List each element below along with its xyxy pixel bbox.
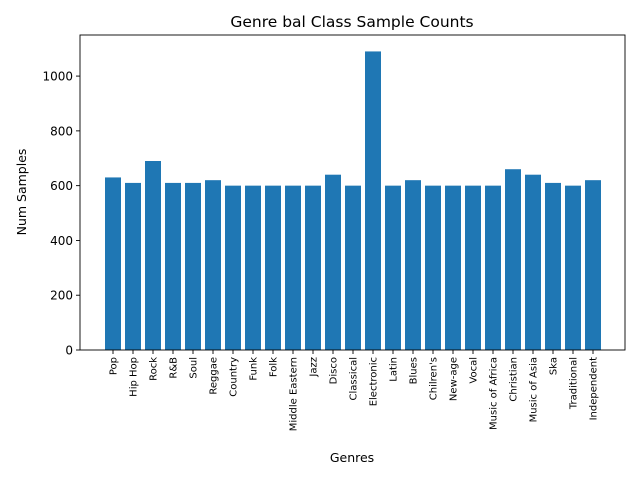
x-tick-label: Vocal [469,357,480,384]
bar-pop [105,177,121,350]
chart-title: Genre bal Class Sample Counts [230,13,473,31]
bar-rock [145,161,161,350]
x-tick-label: Traditional [569,357,580,410]
x-tick-label: Latin [389,357,400,382]
y-axis-label: Num Samples [14,149,29,236]
y-tick-label: 200 [50,289,73,303]
y-tick-label: 600 [50,179,73,193]
x-tick-label: Soul [189,357,200,379]
x-tick-label: Independent [589,357,600,420]
bar-funk [245,185,261,350]
y-tick-label: 0 [65,344,73,358]
bar-electronic [365,51,381,350]
x-tick-label: Christian [509,357,520,402]
y-tick-label: 800 [50,124,73,138]
bar-folk [265,185,281,350]
x-tick-label: Electronic [369,357,380,406]
bar-reggae [205,180,221,350]
x-tick-label: Music of Africa [489,357,500,430]
bar-vocal [465,185,481,350]
bar-new-age [445,185,461,350]
bar-blues [405,180,421,350]
x-tick-label: Reggae [209,357,220,395]
bar-classical [345,185,361,350]
x-tick-label: Music of Asia [529,357,540,422]
bar-hip-hop [125,182,141,350]
bars-group [105,51,601,350]
x-tick-label: Jazz [309,357,320,378]
y-axis-ticks: 0 200 400 600 800 1000 [42,70,80,358]
x-tick-label: Country [229,357,240,397]
x-tick-label: Hip Hop [129,357,140,397]
x-axis-ticks: Pop Hip Hop Rock R&B Soul Reggae Country Funk Fo… [109,350,600,431]
bar-chilren-s [425,185,441,350]
x-tick-label: Ska [549,357,560,375]
bar-middle-eastern [285,185,301,350]
x-tick-label: R&B [169,357,180,379]
bar-r-b [165,182,181,350]
plot-frame [79,34,626,351]
bar-ska [545,182,561,350]
x-tick-label: Middle Eastern [289,357,300,431]
x-tick-label: Folk [269,357,280,377]
x-tick-label: Rock [149,357,160,381]
y-tick-label: 1000 [42,70,73,84]
bar-jazz [305,185,321,350]
y-tick-label: 400 [50,234,73,248]
x-tick-label: Disco [329,357,340,384]
x-tick-label: Pop [109,357,120,375]
bar-christian [505,169,521,350]
bar-independent [585,180,601,350]
bar-soul [185,182,201,350]
bar-traditional [565,185,581,350]
bar-music-of-africa [485,185,501,350]
x-tick-label: Chilren's [429,357,440,400]
x-tick-label: New-age [449,357,460,401]
bar-latin [385,185,401,350]
bar-country [225,185,241,350]
x-axis-label: Genres [330,450,374,465]
x-tick-label: Blues [409,357,420,384]
x-tick-label: Funk [249,357,260,381]
x-tick-label: Classical [349,357,360,401]
bar-music-of-asia [525,174,541,350]
bar-disco [325,174,341,350]
